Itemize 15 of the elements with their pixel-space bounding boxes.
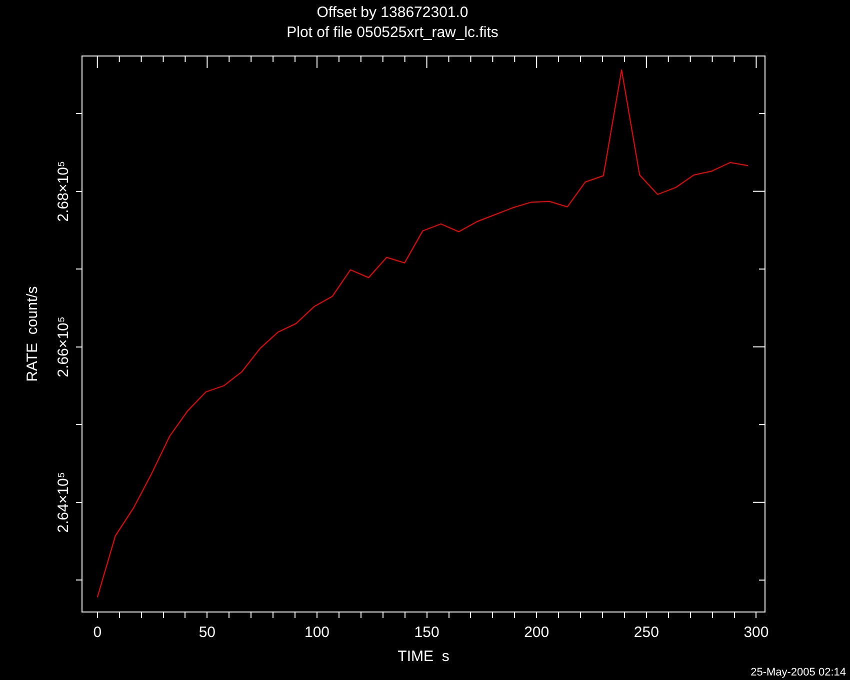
x-tick-label: 300 xyxy=(744,624,769,642)
y-axis-title: RATE count/s xyxy=(24,286,42,382)
x-tick-label: 100 xyxy=(304,624,330,642)
y-tick-label: 2.68×10⁵ xyxy=(55,160,72,222)
x-tick-label: 250 xyxy=(634,624,659,642)
chart-subtitle: Plot of file 050525xrt_raw_lc.fits xyxy=(286,24,498,42)
x-tick-label: 0 xyxy=(93,624,102,642)
y-tick-label: 2.66×10⁵ xyxy=(55,316,72,378)
y-tick-label: 2.64×10⁵ xyxy=(55,472,72,533)
x-axis-title: TIME s xyxy=(398,648,450,666)
chart-title: Offset by 138672301.0 xyxy=(316,4,468,22)
x-tick-label: 50 xyxy=(198,624,216,642)
text: 25-May-2005 02:14 xyxy=(750,666,846,679)
x-tick-label: 200 xyxy=(524,624,550,642)
x-tick-label: 150 xyxy=(414,624,440,642)
